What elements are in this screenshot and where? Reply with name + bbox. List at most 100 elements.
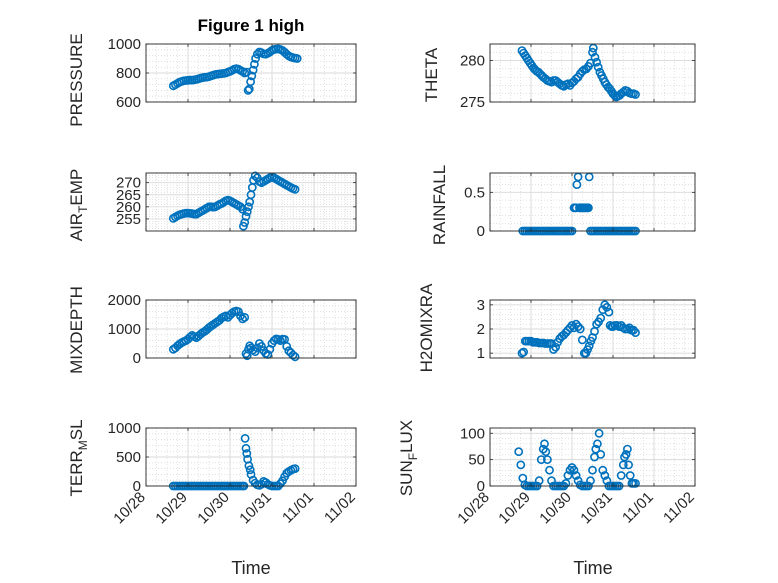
data-point [292,54,302,63]
ylabel-pressure: PRESSURE [67,33,86,127]
data-point [240,218,250,227]
data-point [236,202,245,212]
data-point [543,455,552,464]
data-point [541,447,551,457]
data-point [618,460,628,470]
data-point [593,439,602,449]
axes-box [145,172,357,232]
figure-title: Figure 1 high [198,16,305,35]
y-tick-label: 800 [116,65,141,82]
data-point [569,465,579,475]
y-tick-label: 255 [116,211,141,228]
x-tick-label: 10/30 [536,489,575,528]
data-point [185,332,195,342]
data-point [571,471,581,480]
data-point [288,350,298,360]
panel-h2omixra: H2OMIXRA 1 2 3 [417,283,696,372]
y-tick-label: 260 [116,199,141,216]
data-point [540,439,549,449]
ylabel-h2omixra: H2OMIXRA [417,283,436,372]
axes-box [489,43,696,103]
data-point [584,203,593,213]
axes-box [489,427,696,487]
data-point [596,313,606,323]
data-point [244,202,253,212]
data-point [240,433,250,443]
data-point [290,184,300,194]
y-tick-label: 600 [116,94,141,111]
data-point [290,352,300,362]
y-tick-label: 1 [477,345,485,362]
data-point [618,87,628,97]
data-point [242,207,252,217]
data-point [243,86,253,95]
data-point [247,71,257,81]
data-point [590,52,600,62]
y-tick-label: 0 [477,478,485,495]
x-tick-label: 10/28 [110,489,149,528]
ylabel-air-temp: AIRTEMP [67,169,90,242]
data-point [290,464,300,473]
x-tick-label: 10/29 [152,489,191,528]
data-point [517,348,527,358]
data-point [241,212,251,221]
xlabel-right: Time [573,558,612,578]
data-series [168,44,302,95]
data-point [242,449,252,458]
ylabel-sun-flux: SUNFLUX [397,420,420,496]
data-point [631,478,640,488]
data-point [551,342,560,352]
xlabel-left: Time [231,558,270,578]
data-point [249,59,259,69]
ylabel-rainfall: RAINFALL [430,165,449,245]
data-point [616,471,626,480]
data-point [549,345,558,354]
panel-sun-flux: SUNFLUX 0 50 100 10/28 10/29 10/30 10/31 11/01 1… [397,420,698,528]
ylabel-theta: THETA [422,47,441,102]
data-point [567,320,577,330]
data-point [240,312,250,322]
data-point [252,49,262,59]
data-point [282,341,292,351]
y-tick-label: 1000 [108,420,141,437]
data-point [575,324,585,334]
data-point [561,478,571,488]
x-tick-label: 10/30 [194,489,233,528]
data-point [625,471,635,480]
data-point [629,325,638,335]
x-tick-label: 11/02 [660,489,698,527]
x-tick-label: 10/31 [236,489,275,528]
data-point [545,465,554,475]
data-point [588,465,597,475]
ylabel-terr-msl: TERRMSL [67,419,90,496]
data-point [233,307,243,316]
panel-rainfall: RAINFALL 0 0.5 [430,165,696,245]
data-point [598,465,608,475]
data-point [600,300,610,310]
y-tick-label: 2000 [108,292,141,309]
data-point [593,62,603,72]
data-point [623,444,632,454]
y-tick-label: 265 [116,187,141,204]
data-point [241,443,251,453]
data-point [591,444,601,454]
data-point [269,336,279,345]
data-point [577,335,587,345]
data-point [534,476,544,486]
y-tick-label: 50 [468,452,485,469]
y-tick-label: 0 [133,350,141,367]
panel-theta: THETA 275 280 [422,43,696,111]
data-point [250,171,260,181]
data-point [586,58,595,68]
data-point [248,345,258,355]
data-point [547,476,556,486]
data-point [244,461,254,471]
data-point [573,322,583,331]
data-point [547,77,556,87]
y-tick-label: 270 [116,175,141,192]
ylabel-mixdepth: MIXDEPTH [67,286,86,374]
data-point [592,57,601,67]
data-series [517,300,640,358]
